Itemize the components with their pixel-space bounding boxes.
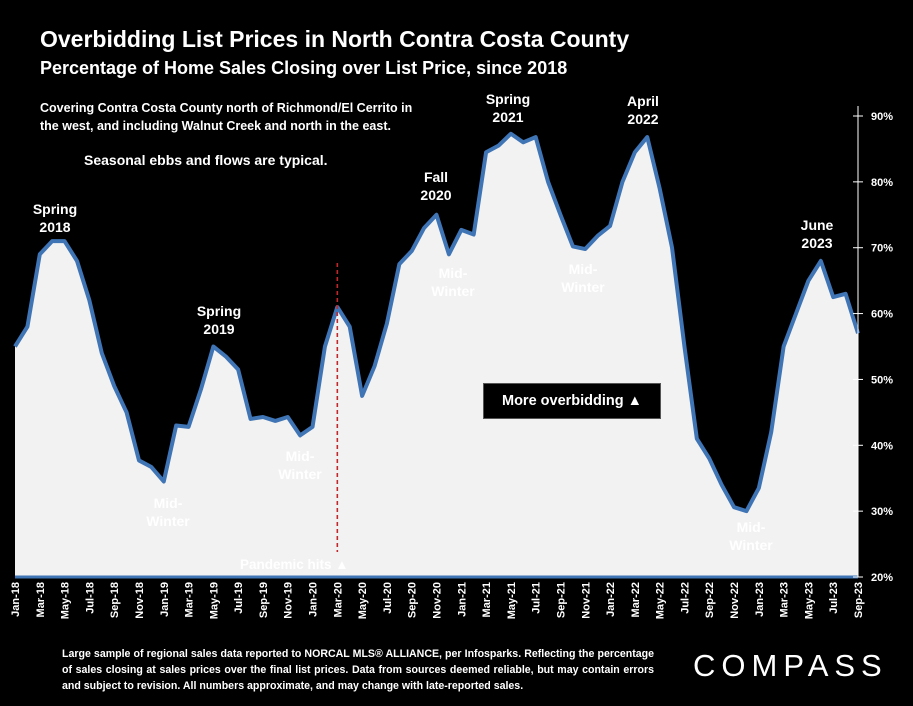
x-tick-label: Jul-18 — [84, 582, 96, 614]
x-tick-label: Mar-20 — [332, 582, 344, 617]
pandemic-label: Pandemic hits ▲ — [240, 557, 349, 572]
y-tick-label: 70% — [871, 243, 893, 255]
overbidding-callout: More overbidding ▲ — [483, 383, 661, 419]
series-area — [15, 133, 858, 577]
x-tick-label: Jan-20 — [308, 582, 320, 617]
x-tick-label: Jan-22 — [605, 582, 617, 617]
x-tick-label: Nov-22 — [729, 582, 741, 619]
y-tick-label: 30% — [871, 506, 893, 518]
x-tick-label: Jul-23 — [828, 582, 840, 614]
series-line — [13, 131, 860, 514]
annotation-label: Spring 2019 — [197, 303, 241, 337]
x-tick-label: Sep-19 — [258, 582, 270, 618]
x-tick-label: May-21 — [506, 582, 518, 619]
x-tick-label: Sep-20 — [407, 582, 419, 618]
annotation-label: Mid-Winter — [146, 495, 190, 529]
x-tick-label: May-18 — [60, 582, 72, 619]
x-tick-label: Sep-18 — [109, 582, 121, 618]
x-tick-label: Jan-23 — [754, 582, 766, 617]
x-tick-label: Mar-19 — [184, 582, 196, 617]
y-tick-label: 50% — [871, 374, 893, 386]
annotation-label: Mid-Winter — [431, 265, 475, 299]
x-tick-label: Jan-21 — [456, 582, 468, 617]
compass-logo: COMPASS — [693, 648, 888, 683]
annotation-label: Spring 2018 — [33, 201, 77, 235]
annotation-label: Fall 2020 — [420, 169, 451, 203]
x-tick-label: Nov-18 — [134, 582, 146, 619]
x-tick-label: Jan-18 — [10, 582, 22, 617]
x-tick-label: Nov-20 — [432, 582, 444, 619]
x-tick-label: Sep-21 — [555, 582, 567, 618]
x-tick-label: Nov-21 — [580, 582, 592, 619]
x-tick-label: Jul-21 — [531, 582, 543, 614]
annotation-label: April 2022 — [627, 93, 659, 127]
x-tick-label: Jan-19 — [159, 582, 171, 617]
coverage-note: Covering Contra Costa County north of Ri… — [40, 101, 413, 133]
seasonal-note: Seasonal ebbs and flows are typical. — [84, 152, 328, 168]
x-tick-label: Jul-22 — [679, 582, 691, 614]
chart-subtitle: Percentage of Home Sales Closing over Li… — [40, 58, 568, 78]
x-tick-label: Jul-19 — [233, 582, 245, 614]
x-tick-label: Sep-22 — [704, 582, 716, 618]
y-tick-label: 90% — [871, 111, 893, 123]
x-tick-label: Mar-22 — [630, 582, 642, 617]
x-tick-label: May-22 — [655, 582, 667, 619]
x-tick-label: Mar-23 — [779, 582, 791, 617]
x-tick-label: May-20 — [357, 582, 369, 619]
x-tick-label: Sep-23 — [853, 582, 865, 618]
x-tick-label: Jul-20 — [382, 582, 394, 614]
y-tick-label: 20% — [871, 572, 893, 584]
annotation-label: June 2023 — [801, 217, 834, 251]
annotation-label: Mid-Winter — [729, 519, 773, 553]
x-tick-label: Mar-18 — [35, 582, 47, 617]
x-tick-label: Mar-21 — [481, 582, 493, 617]
x-tick-label: May-19 — [208, 582, 220, 619]
annotation-label: Mid-Winter — [278, 448, 322, 482]
chart-title: Overbidding List Prices in North Contra … — [40, 26, 630, 52]
x-tick-label: Nov-19 — [283, 582, 295, 619]
annotation-label: Mid-Winter — [561, 261, 605, 295]
y-tick-label: 60% — [871, 309, 893, 321]
source-footnote: Large sample of regional sales data repo… — [62, 648, 654, 692]
y-tick-label: 40% — [871, 440, 893, 452]
x-tick-label: May-23 — [803, 582, 815, 619]
annotation-label: Spring 2021 — [486, 91, 530, 125]
y-tick-label: 80% — [871, 177, 893, 189]
